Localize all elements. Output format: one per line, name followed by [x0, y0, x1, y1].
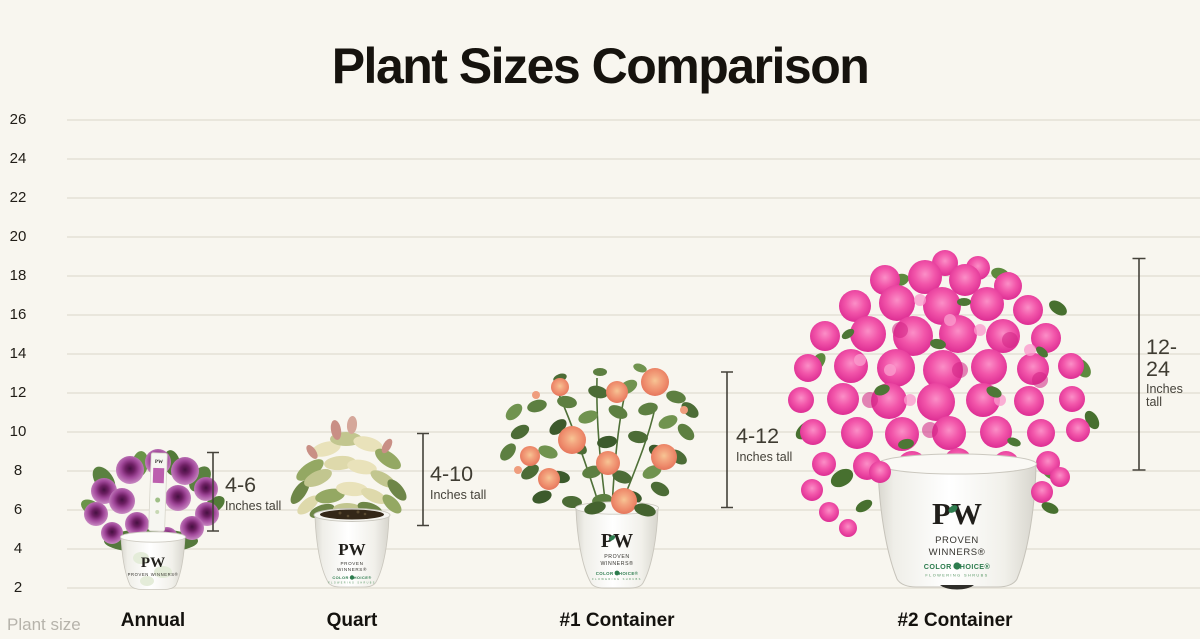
y-tick: 24 — [9, 150, 27, 167]
svg-text:PROVEN WINNERS®: PROVEN WINNERS® — [128, 572, 179, 577]
svg-text:PW: PW — [141, 555, 165, 571]
category-label-container2: #2 Container — [897, 610, 1013, 631]
range-unit: Inches tall — [430, 487, 487, 502]
svg-text:PW: PW — [932, 496, 982, 531]
svg-text:FLOWERING SHRUBS: FLOWERING SHRUBS — [328, 582, 376, 585]
range-label-annual: 4-6 Inches tall — [225, 473, 282, 513]
x-axis-title: Plant size — [7, 615, 81, 634]
plant-tag: PW — [148, 452, 168, 532]
category-label-container1: #1 Container — [559, 610, 675, 631]
y-tick: 10 — [9, 423, 27, 440]
quart-pot: PW PROVEN WINNERS® COLOR CHOICE® FLOWERI… — [313, 508, 391, 588]
y-tick: 12 — [9, 384, 27, 401]
range-value: 12-24 — [1146, 335, 1178, 381]
container2-pot: PW PROVEN WINNERS® COLOR CHOICE® FLOWERI… — [877, 453, 1037, 590]
measure-line-annual — [207, 451, 219, 532]
gridline — [67, 197, 1200, 199]
y-tick: 4 — [13, 540, 23, 557]
measure-line-container1 — [721, 371, 733, 509]
y-tick: 2 — [13, 579, 23, 596]
y-tick: 26 — [9, 111, 27, 128]
svg-text:COLOR CHOICE®: COLOR CHOICE® — [332, 575, 371, 580]
svg-text:COLOR CHOICE®: COLOR CHOICE® — [924, 562, 991, 571]
annual-plant-image: PW PW PROVEN WINNERS® — [81, 449, 225, 590]
range-unit: Inches tall — [225, 498, 282, 513]
gridline — [67, 353, 1200, 355]
svg-text:PW: PW — [601, 530, 633, 552]
gridline — [67, 470, 1200, 472]
gridline — [67, 158, 1200, 160]
svg-text:WINNERS®: WINNERS® — [929, 547, 986, 558]
range-value: 4-10 — [430, 462, 474, 486]
svg-text:PROVEN: PROVEN — [340, 561, 363, 566]
gridline — [67, 119, 1200, 121]
range-unit: Inches tall — [736, 449, 793, 464]
y-tick: 18 — [9, 267, 27, 284]
range-value: 4-6 — [225, 473, 257, 497]
measure-line-container2 — [1132, 257, 1146, 471]
range-label-container1: 4-12 Inches tall — [736, 424, 793, 464]
category-label-quart: Quart — [326, 610, 378, 631]
annual-pot: PW PROVEN WINNERS® — [120, 531, 186, 590]
container1-pot: PW PROVEN WINNERS® COLOR CHOICE® FLOWERI… — [575, 501, 659, 589]
gridline — [67, 314, 1200, 316]
range-label-quart: 4-10 Inches tall — [430, 462, 487, 502]
container1-plant-image: PW PROVEN WINNERS® COLOR CHOICE® FLOWERI… — [500, 363, 699, 589]
y-tick: 20 — [9, 228, 27, 245]
range-unit: Inches tall — [1146, 382, 1183, 409]
svg-text:PW: PW — [155, 460, 163, 465]
quart-plant-image: PW PROVEN WINNERS® COLOR CHOICE® FLOWERI… — [290, 416, 407, 588]
page-title: Plant Sizes Comparison — [331, 37, 870, 94]
gridline — [67, 275, 1200, 277]
range-value: 4-12 — [736, 424, 780, 448]
y-tick: 16 — [9, 306, 27, 323]
svg-text:PROVEN: PROVEN — [604, 554, 630, 560]
range-label-container2: 12-24 Inches tall — [1146, 335, 1200, 409]
category-label-annual: Annual — [120, 610, 186, 631]
y-tick: 14 — [9, 345, 27, 362]
y-tick: 8 — [13, 462, 23, 479]
svg-text:FLOWERING SHRUBS: FLOWERING SHRUBS — [592, 577, 642, 581]
svg-text:PW: PW — [338, 540, 365, 559]
measure-line-quart — [417, 432, 429, 527]
svg-text:FLOWERING SHRUBS: FLOWERING SHRUBS — [925, 573, 988, 578]
svg-text:PROVEN: PROVEN — [935, 535, 979, 546]
svg-text:COLOR CHOICE®: COLOR CHOICE® — [596, 571, 639, 576]
svg-text:WINNERS®: WINNERS® — [337, 566, 367, 572]
container2-plant-image: PW PROVEN WINNERS® COLOR CHOICE® FLOWERI… — [788, 250, 1100, 590]
y-tick: 6 — [13, 501, 23, 518]
svg-text:WINNERS®: WINNERS® — [600, 560, 633, 567]
gridline — [67, 236, 1200, 238]
gridline — [67, 392, 1200, 394]
y-tick: 22 — [9, 189, 27, 206]
